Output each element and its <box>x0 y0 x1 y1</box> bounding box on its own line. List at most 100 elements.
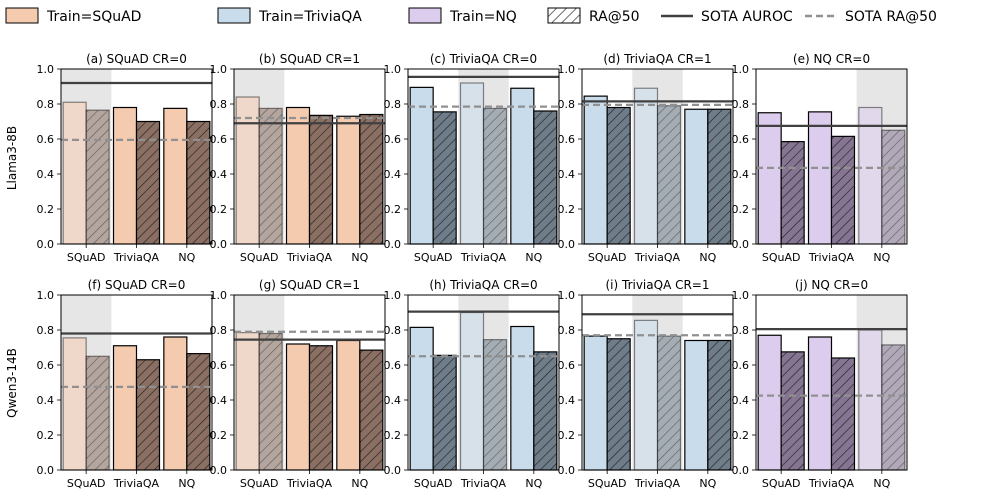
panel-f-xtick-label-triviaqa: TriviaQA <box>113 477 160 490</box>
panel-c-xtick-label-squad: SQuAD <box>414 251 453 264</box>
panel-i-ytick-label-2: 0.4 <box>558 394 576 407</box>
panel-e-ytick-label-3: 0.6 <box>732 133 750 146</box>
panel-c-frame <box>407 68 560 245</box>
panel-b-bar-auroc-triviaqa <box>285 106 311 245</box>
panel-c-ytick-label-3: 0.6 <box>384 133 402 146</box>
panel-h-bar-auroc-nq <box>510 325 535 471</box>
panel-h-bar-ra50-triviaqa <box>482 339 508 471</box>
panel-h-xtick-label-triviaqa: TriviaQA <box>460 477 507 490</box>
panel-g-xtick-label-nq: NQ <box>351 477 368 490</box>
panel-b-title: (b) SQuAD CR=1 <box>259 52 360 66</box>
panel-g-bar-auroc-triviaqa <box>285 343 311 471</box>
legend-label-train-squad: Train=SQuAD <box>46 9 141 25</box>
panel-e-title: (e) NQ CR=0 <box>793 52 870 66</box>
panel-j-bar-ra50-triviaqa <box>830 357 856 471</box>
panel-a-title: (a) SQuAD CR=0 <box>86 52 187 66</box>
panel-f-ytick-label-2: 0.4 <box>37 394 55 407</box>
panel-e-xtick-label-triviaqa: TriviaQA <box>808 251 855 264</box>
panel-b-bar-ra50-squad <box>258 107 283 245</box>
legend-label-ra50: RA@50 <box>589 9 640 25</box>
panel-i-bar-auroc-squad <box>583 335 608 471</box>
panel-c-bar-ra50-squad <box>432 111 457 245</box>
panel-c-bar-auroc-nq <box>510 87 535 245</box>
panel-h-bar-auroc-triviaqa <box>459 311 485 471</box>
panel-j-frame <box>755 294 908 471</box>
row-label-llama3-8b: Llama3-8B <box>5 126 19 190</box>
panel-h-frame <box>407 294 560 471</box>
panel-b-ytick-label-2: 0.4 <box>210 168 228 181</box>
panel-e-bar-ra50-squad <box>780 141 805 245</box>
panel-d-xtick-label-triviaqa: TriviaQA <box>634 251 681 264</box>
panel-c-ytick-label-5: 1.0 <box>384 63 402 76</box>
panel-c-ytick-label-4: 0.8 <box>384 98 402 111</box>
panel-f-ytick-label-4: 0.8 <box>37 324 55 337</box>
panel-h-title: (h) TriviaQA CR=0 <box>429 278 537 292</box>
panel-g-ytick-label-1: 0.2 <box>210 429 228 442</box>
panel-j-bar-ra50-squad <box>780 351 805 471</box>
panels: SQuAD TriviaQA NQ 0.0 0.2 0.4 0.6 0.8 1.0 (a) SQu… <box>37 52 908 490</box>
panel-f: SQuAD TriviaQA NQ 0.0 0.2 0.4 0.6 0.8 1.0 (f) SQu… <box>37 278 213 490</box>
panel-b-ytick-label-0: 0.0 <box>210 238 228 251</box>
panel-a-frame <box>60 68 213 245</box>
panel-i-ytick-label-3: 0.6 <box>558 359 576 372</box>
panel-e: SQuAD TriviaQA NQ 0.0 0.2 0.4 0.6 0.8 1.0 (e) NQ … <box>732 52 908 264</box>
panel-d-ytick-label-4: 0.8 <box>558 98 576 111</box>
panel-i-xtick-label-nq: NQ <box>699 477 716 490</box>
panel-f-ytick-label-1: 0.2 <box>37 429 55 442</box>
panel-h-xtick-label-squad: SQuAD <box>414 477 453 490</box>
panel-e-ytick-label-0: 0.0 <box>732 238 750 251</box>
panel-f-title: (f) SQuAD CR=0 <box>88 278 186 292</box>
panel-d-ytick-label-3: 0.6 <box>558 133 576 146</box>
panel-b-frame <box>233 68 386 245</box>
row-label-qwen3-14b: Qwen3-14B <box>5 348 19 418</box>
panel-f-bar-auroc-nq <box>163 336 188 471</box>
panel-e-xtick-label-squad: SQuAD <box>762 251 801 264</box>
panel-a-xtick-label-nq: NQ <box>178 251 195 264</box>
panel-h-bar-ra50-nq <box>533 351 558 471</box>
panel-d-bar-auroc-nq <box>684 108 709 245</box>
panel-f-bar-ra50-triviaqa <box>135 359 161 471</box>
panel-a-ytick-label-5: 1.0 <box>37 63 55 76</box>
panel-d-frame <box>581 68 734 245</box>
panel-c-bar-ra50-nq <box>533 110 558 245</box>
panel-i-frame <box>581 294 734 471</box>
panel-g-title: (g) SQuAD CR=1 <box>259 278 360 292</box>
panel-g-ytick-label-2: 0.4 <box>210 394 228 407</box>
panel-a-xtick-label-squad: SQuAD <box>67 251 106 264</box>
panel-d-ytick-label-0: 0.0 <box>558 238 576 251</box>
panel-h-ytick-label-2: 0.4 <box>384 394 402 407</box>
panel-j: SQuAD TriviaQA NQ 0.0 0.2 0.4 0.6 0.8 1.0 (j) NQ … <box>732 278 908 490</box>
panel-h-ytick-label-5: 1.0 <box>384 289 402 302</box>
panel-i: SQuAD TriviaQA NQ 0.0 0.2 0.4 0.6 0.8 1.0 (i) Tri… <box>558 278 734 490</box>
panel-i-bar-ra50-squad <box>606 338 631 471</box>
panel-g-bar-auroc-squad <box>235 332 260 471</box>
panel-c-xtick-label-triviaqa: TriviaQA <box>460 251 507 264</box>
panel-j-ytick-label-0: 0.0 <box>732 464 750 477</box>
legend: Train=SQuAD Train=TriviaQA Train=NQ RA@5… <box>5 7 937 25</box>
legend-swatch-train-triviaqa <box>217 7 251 24</box>
panel-e-ytick-label-4: 0.8 <box>732 98 750 111</box>
legend-label-sota-auroc: SOTA AUROC <box>701 9 793 25</box>
panel-h-ytick-label-0: 0.0 <box>384 464 402 477</box>
panel-j-ytick-label-2: 0.4 <box>732 394 750 407</box>
panel-d-bar-auroc-squad <box>583 95 608 245</box>
panel-f-xtick-label-squad: SQuAD <box>67 477 106 490</box>
panel-h-xtick-label-nq: NQ <box>525 477 542 490</box>
panel-e-bar-auroc-squad <box>757 112 782 245</box>
panel-g-xtick-label-triviaqa: TriviaQA <box>286 477 333 490</box>
panel-c-title: (c) TriviaQA CR=0 <box>430 52 537 66</box>
panel-d-bar-ra50-triviaqa <box>656 105 682 245</box>
panel-a-ytick-label-1: 0.2 <box>37 203 55 216</box>
panel-a-bar-auroc-triviaqa <box>112 106 138 245</box>
panel-h: SQuAD TriviaQA NQ 0.0 0.2 0.4 0.6 0.8 1.0 (h) Tri… <box>384 278 560 490</box>
panel-a-ytick-label-3: 0.6 <box>37 133 55 146</box>
panel-g-xtick-label-squad: SQuAD <box>240 477 279 490</box>
panel-c-ytick-label-2: 0.4 <box>384 168 402 181</box>
panel-g-ytick-label-3: 0.6 <box>210 359 228 372</box>
panel-e-bar-auroc-nq <box>858 106 883 245</box>
panel-f-bar-auroc-squad <box>62 337 87 471</box>
panel-e-bar-auroc-triviaqa <box>807 111 833 245</box>
legend-swatch-ra50 <box>547 7 581 24</box>
panel-h-ytick-label-4: 0.8 <box>384 324 402 337</box>
panel-i-ytick-label-0: 0.0 <box>558 464 576 477</box>
